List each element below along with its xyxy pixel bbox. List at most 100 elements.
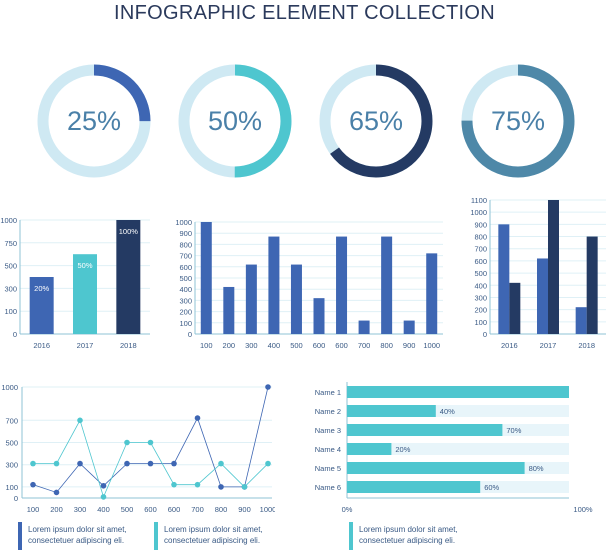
page-title: INFOGRAPHIC ELEMENT COLLECTION <box>114 2 495 24</box>
y-tick-label: 500 <box>179 274 192 283</box>
bar-data-label: 50% <box>77 261 92 270</box>
bar <box>347 386 569 398</box>
x-tick-label: 300 <box>245 341 258 350</box>
x-tick-label: 2016 <box>33 341 50 350</box>
bar <box>347 424 503 436</box>
x-tick-label: 900 <box>238 505 251 514</box>
y-tick-label: 600 <box>179 263 192 272</box>
data-point <box>124 439 130 446</box>
data-point <box>194 415 201 421</box>
x-tick-label: 200 <box>50 505 63 514</box>
y-tick-label: 0 <box>14 494 18 503</box>
y-tick-label: 1000 <box>175 218 192 227</box>
bar <box>116 220 141 334</box>
data-point <box>147 439 154 446</box>
y-tick-label: 300 <box>179 296 192 305</box>
x-tick-label: 600 <box>313 341 326 350</box>
bar-data-label: 70% <box>506 426 521 435</box>
data-point <box>77 417 83 424</box>
x-tick-label: 900 <box>403 341 416 350</box>
x-tick-label: 2018 <box>578 341 595 350</box>
donut-progress-arc <box>178 64 292 178</box>
grouped-bar-chart: 0 100 200 300 400 500 600 700 800 900 1000 1100 2016… <box>470 196 606 350</box>
legend-text-line: Lorem ipsum dolor sit amet, <box>359 525 458 534</box>
y-tick-label: 300 <box>5 461 18 470</box>
y-category-label: Name 3 <box>315 426 341 435</box>
x-tick-label: 500 <box>121 505 134 514</box>
bar <box>575 307 587 334</box>
legend-swatch <box>349 522 353 550</box>
data-point <box>53 489 60 496</box>
y-tick-label: 1100 <box>471 196 487 205</box>
y-tick-label: 300 <box>4 284 17 293</box>
data-point <box>218 460 224 467</box>
bar-data-label: 20% <box>395 445 410 454</box>
bar <box>426 253 438 334</box>
y-category-label: Name 4 <box>315 445 341 454</box>
y-tick-label: 900 <box>474 220 487 229</box>
bar-chart-years: 0 100 300 500 750 1000 20% 2016 50% 2017 100% 2018 <box>0 216 150 350</box>
bar <box>347 462 525 474</box>
y-tick-label: 500 <box>474 269 487 278</box>
bar-data-label: 20% <box>34 284 49 293</box>
data-point <box>124 460 130 467</box>
x-tick-label: 2018 <box>120 341 137 350</box>
data-point <box>194 481 201 488</box>
y-tick-label: 800 <box>474 233 487 242</box>
donut-75: 75% <box>456 59 580 183</box>
donut-label: 25% <box>66 106 122 136</box>
bar <box>403 320 415 334</box>
x-tick-label: 600 <box>335 341 348 350</box>
x-tick-label: 400 <box>268 341 281 350</box>
y-tick-label: 700 <box>5 416 18 425</box>
data-point <box>100 482 107 489</box>
bar <box>537 258 548 334</box>
bar <box>347 443 392 455</box>
x-tick-label: 100 <box>200 341 213 350</box>
data-point <box>218 484 224 490</box>
donut-25: 25% <box>32 59 156 183</box>
y-tick-label: 900 <box>179 229 192 238</box>
legend-text-line: consectetuer adipiscing eli. <box>164 536 261 545</box>
donut-label: 65% <box>348 106 404 136</box>
y-tick-label: 200 <box>474 306 487 315</box>
y-tick-label: 300 <box>474 293 487 302</box>
bar-data-label: 80% <box>529 464 544 473</box>
donut-progress-arc <box>319 64 433 178</box>
donut-50: 50% <box>173 59 297 183</box>
series-line <box>33 419 269 499</box>
bar-data-label: 60% <box>484 483 499 492</box>
y-category-label: Name 6 <box>315 483 341 492</box>
y-tick-label: 0 <box>188 330 192 339</box>
bar <box>381 236 393 334</box>
data-point <box>241 484 248 490</box>
y-tick-label: 200 <box>179 308 192 317</box>
bar <box>268 236 280 334</box>
y-tick-label: 500 <box>5 439 18 448</box>
x-tick-label: 1000 <box>423 341 440 350</box>
y-tick-label: 100 <box>179 319 192 328</box>
x-tick-label: 700 <box>191 505 204 514</box>
y-tick-label: 500 <box>4 262 17 271</box>
data-point <box>171 460 177 467</box>
bar <box>290 264 302 334</box>
legend-text-line: consectetuer adipiscing eli. <box>359 536 456 545</box>
x-tick-label: 300 <box>74 505 87 514</box>
legend-swatch <box>154 522 158 550</box>
legend-text-line: Lorem ipsum dolor sit amet, <box>164 525 263 534</box>
data-point <box>53 460 60 467</box>
y-tick-label: 1000 <box>0 216 17 225</box>
data-point <box>77 460 83 467</box>
x-tick-label: 600 <box>168 505 181 514</box>
y-tick-label: 1000 <box>470 208 487 217</box>
x-tick-label: 2016 <box>501 341 518 350</box>
bar-data-label: 100% <box>119 227 139 236</box>
y-tick-label: 100 <box>4 307 17 316</box>
bar <box>245 264 257 334</box>
donut-label: 75% <box>490 106 546 136</box>
y-tick-label: 0 <box>13 330 17 339</box>
y-tick-label: 100 <box>5 483 18 492</box>
donut-ring <box>37 64 151 178</box>
bar <box>509 282 521 334</box>
donut-progress-arc <box>461 64 575 178</box>
